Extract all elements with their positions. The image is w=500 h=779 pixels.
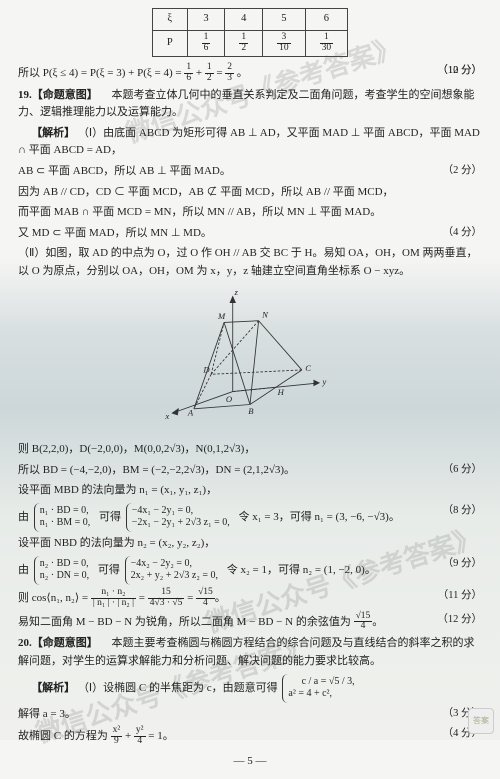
score-badge: （9 分）: [443, 556, 482, 573]
score-badge: （8 分）: [443, 503, 482, 520]
body-text: （Ⅰ）由底面 ABCD 为矩形可得 AB ⊥ AD，又平面 MAD ⊥ 平面 A…: [18, 127, 480, 157]
svg-text:H: H: [277, 387, 285, 397]
fraction: x²9: [111, 726, 123, 747]
body-text: 易知二面角 M − BD − N 为锐角，所以二面角 M − BD − N 的余…: [18, 616, 354, 628]
heading: 20.【命题意图】: [18, 637, 98, 649]
text-line: 而平面 MAB ∩ 平面 MCD = MN，所以 MN // AB，所以 MN …: [18, 204, 482, 222]
svg-text:y: y: [322, 376, 327, 386]
equation-system: n₁ · BD = 0,n₁ · BM = 0,: [34, 503, 95, 532]
eq-text: = 1。: [148, 730, 173, 742]
body-text: 所以 BD = (−4,−2,0)，BM = (−2,−2,2√3)，DN = …: [18, 464, 295, 476]
score-badge: （12 分）: [437, 63, 482, 80]
table-cell: 16: [187, 30, 225, 56]
body-text: AB ⊂ 平面 ABCD，所以 AB ⊥ 平面 MAD。: [18, 165, 231, 177]
table-cell: 3: [187, 9, 225, 31]
heading: 【解析】: [31, 127, 75, 139]
fraction: y²4: [134, 726, 146, 747]
eq-text: 则 cos⟨n₁, n₂⟩ =: [18, 592, 91, 604]
text-line: 则 cos⟨n₁, n₂⟩ = n₁ · n₂| n₁ | · | n₂ | =…: [18, 588, 482, 609]
page-content: ξ 3 4 5 6 P 16 12 310 130 （10 分） 所以 P(ξ …: [0, 0, 500, 779]
text-line: 【解析】 （Ⅰ）设椭圆 C 的半焦距为 c，由题意可得 c / a = √5 /…: [18, 674, 482, 703]
text-line: 又 MD ⊂ 平面 MAD，所以 MN ⊥ MD。 （4 分）: [18, 225, 482, 243]
heading: 19.【命题意图】: [18, 89, 98, 101]
score-badge: （2 分）: [443, 163, 482, 180]
table-row: ξ 3 4 5 6: [152, 9, 347, 31]
table-cell: 130: [305, 30, 348, 56]
table-cell: P: [152, 30, 187, 56]
score-badge: （11 分）: [438, 588, 482, 605]
text-line: 故椭圆 C 的方程为 x²9 + y²4 = 1。 （4 分）: [18, 726, 482, 747]
svg-text:B: B: [248, 406, 254, 416]
table-cell: 5: [263, 9, 306, 31]
text-line: 设平面 MBD 的法向量为 n₁ = (x₁, y₁, z₁)，: [18, 482, 482, 500]
table-row: P 16 12 310 130: [152, 30, 347, 56]
eq-text: =: [139, 592, 148, 604]
fraction: √154: [354, 612, 373, 633]
svg-text:M: M: [217, 311, 226, 321]
table-cell: 4: [225, 9, 263, 31]
text-line: （Ⅱ）如图，取 AD 的中点为 O，过 O 作 OH // AB 交 BC 于 …: [18, 245, 482, 280]
text-line: 因为 AB // CD，CD ⊂ 平面 MCD，AB ⊄ 平面 MCD，所以 A…: [18, 184, 482, 202]
svg-text:z: z: [233, 287, 238, 297]
text-line: 则 B(2,2,0)，D(−2,0,0)，M(0,0,2√3)，N(0,1,2√…: [18, 441, 482, 459]
svg-text:A: A: [187, 407, 194, 417]
score-badge: （12 分）: [437, 612, 482, 629]
corner-logo: 答案: [468, 708, 494, 734]
heading: 【解析】: [31, 682, 75, 694]
fraction: √154: [196, 588, 215, 609]
eq-text: 。: [237, 67, 248, 79]
svg-text:N: N: [261, 309, 269, 319]
text-line: 由 n₁ · BD = 0,n₁ · BM = 0, 可得 −4x₁ − 2y₁…: [18, 503, 482, 532]
eq-text: +: [125, 730, 134, 742]
body-text: 又 MD ⊂ 平面 MAD，所以 MN ⊥ MD。: [18, 227, 212, 239]
svg-text:D: D: [202, 364, 210, 374]
text-line: 设平面 NBD 的法向量为 n₂ = (x₂, y₂, z₂)，: [18, 535, 482, 553]
score-badge: （4 分）: [443, 225, 482, 242]
score-badge: （6 分）: [443, 462, 482, 479]
body-text: 解得 a = 3。: [18, 708, 76, 720]
table-cell: 310: [263, 30, 306, 56]
body-text: （Ⅰ）设椭圆 C 的半焦距为 c，由题意可得: [78, 682, 280, 694]
diagram: z y x M N A B C D O H: [18, 287, 482, 434]
body-text: 令 x₁ = 3，可得 n₁ = (3, −6, −√3)。: [238, 511, 399, 523]
text-line: 易知二面角 M − BD − N 为锐角，所以二面角 M − BD − N 的余…: [18, 612, 482, 633]
table-cell: 6: [305, 9, 348, 31]
table-cell: ξ: [152, 9, 187, 31]
fraction: 154√3 · √5: [148, 588, 185, 609]
svg-text:x: x: [164, 411, 169, 421]
probability-table: ξ 3 4 5 6 P 16 12 310 130: [152, 8, 348, 57]
eq-text: =: [216, 67, 225, 79]
body-text: 令 x₂ = 1，可得 n₂ = (1, −2, 0)。: [227, 564, 376, 576]
fraction: n₁ · n₂| n₁ | · | n₂ |: [91, 588, 136, 609]
text-line: 【解析】 （Ⅰ）由底面 ABCD 为矩形可得 AB ⊥ AD，又平面 MAD ⊥…: [18, 125, 482, 160]
eq-text: +: [196, 67, 205, 79]
eq-text: =: [187, 592, 196, 604]
equation-system: c / a = √5 / 3,a² = 4 + c²,: [282, 674, 358, 703]
text-line: 20.【命题意图】 本题主要考查椭圆与椭圆方程结合的综合问题及与直线结合的斜率之…: [18, 635, 482, 670]
eq-text: 所以 P(ξ ≤ 4) = P(ξ = 3) + P(ξ = 4) =: [18, 67, 184, 79]
text-line: 19.【命题意图】 本题考查立体几何中的垂直关系判定及二面角问题，考查学生的空间…: [18, 87, 482, 122]
page-number: — 5 —: [18, 753, 482, 771]
text-line: 由 n₂ · BD = 0,n₂ · DN = 0, 可得 −4x₂ − 2y₂…: [18, 556, 482, 585]
fraction: 23: [225, 63, 234, 84]
table-cell: 12: [225, 30, 263, 56]
fraction: 16: [184, 63, 193, 84]
equation-system: −4x₁ − 2y₁ = 0,−2x₁ − 2y₁ + 2√3 z₁ = 0,: [126, 503, 234, 532]
fraction: 12: [205, 63, 214, 84]
svg-text:O: O: [226, 394, 233, 404]
text-line: 解得 a = 3。 （3 分）: [18, 706, 482, 724]
text-line: 所以 BD = (−4,−2,0)，BM = (−2,−2,2√3)，DN = …: [18, 462, 482, 480]
text-line: 所以 P(ξ ≤ 4) = P(ξ = 3) + P(ξ = 4) = 16 +…: [18, 63, 482, 84]
equation-system: −4x₂ − 2y₂ = 0,2x₂ + y₂ + 2√3 z₂ = 0,: [125, 556, 222, 585]
equation-system: n₂ · BD = 0,n₂ · DN = 0,: [34, 556, 93, 585]
text-line: AB ⊂ 平面 ABCD，所以 AB ⊥ 平面 MAD。 （2 分）: [18, 163, 482, 181]
svg-text:C: C: [305, 362, 311, 372]
body-text: 故椭圆 C 的方程为: [18, 730, 111, 742]
